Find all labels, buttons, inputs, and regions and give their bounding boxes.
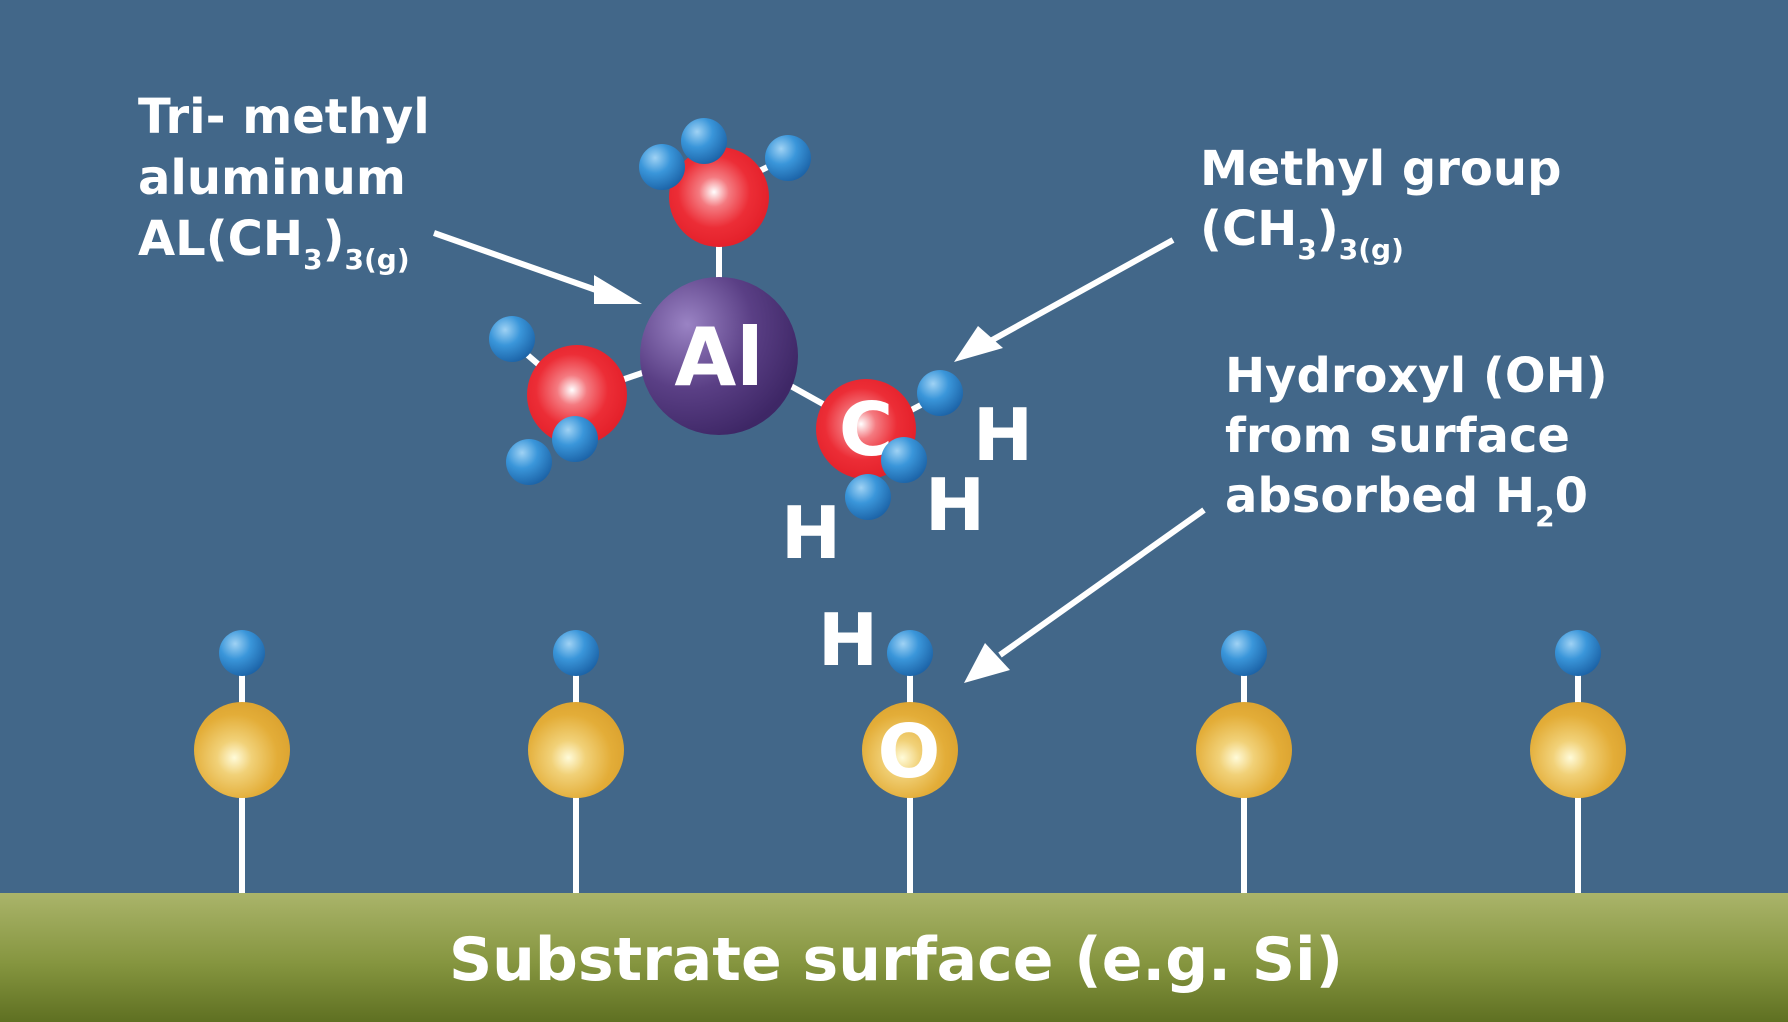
hydrogen-symbol-surface: H	[818, 598, 878, 682]
hydroxyl-label: Hydroxyl (OH) from surface absorbed H20	[1225, 348, 1608, 533]
aluminum-atom	[640, 277, 798, 435]
tma-label-formula: AL(CH3)3(g)	[138, 211, 410, 276]
hydrogen-symbol: H	[925, 463, 985, 547]
hydroxyl-label-line1: Hydroxyl (OH)	[1225, 348, 1608, 404]
hydrogen-atom	[219, 630, 265, 676]
hydrogen-atom	[553, 630, 599, 676]
hydrogen-symbol: H	[973, 393, 1033, 477]
tma-label-line2: aluminum	[138, 150, 406, 206]
hydrogen-atom	[845, 474, 891, 520]
hydrogen-atom	[887, 630, 933, 676]
hydrogen-atom	[552, 416, 598, 462]
carbon-atom	[527, 345, 627, 445]
oxygen-atom	[1196, 702, 1292, 798]
hydroxyl-label-line3: absorbed H20	[1225, 468, 1588, 533]
surface-hydrogen-atoms	[219, 630, 1601, 676]
hydroxyl-label-line2: from surface	[1225, 408, 1570, 464]
surface-oxygen-atoms	[194, 702, 1626, 798]
arrow-methyl-icon	[954, 237, 1175, 362]
tma-label-line1: Tri- methyl	[138, 89, 430, 145]
substrate-band	[0, 893, 1788, 1022]
hydrogen-atom	[881, 437, 927, 483]
hydrogen-atom	[506, 439, 552, 485]
hydrogen-atom	[489, 316, 535, 362]
oxygen-symbol: O	[878, 709, 941, 795]
oxygen-atom	[1530, 702, 1626, 798]
hydrogen-atom	[765, 135, 811, 181]
hydrogen-atom	[1555, 630, 1601, 676]
hydrogen-symbol: H	[781, 491, 841, 575]
hydrogen-atom	[681, 118, 727, 164]
tma-label: Tri- methyl aluminum AL(CH3)3(g)	[138, 89, 430, 276]
aluminum-symbol: Al	[674, 311, 763, 404]
hydrogen-atom	[1221, 630, 1267, 676]
arrow-hydroxyl-icon	[964, 507, 1206, 683]
carbon-atom	[669, 147, 769, 247]
oxygen-atom	[862, 702, 958, 798]
arrow-tma-icon	[433, 230, 642, 304]
hydrogen-atom	[639, 144, 685, 190]
oxygen-atom	[528, 702, 624, 798]
substrate-label: Substrate surface (e.g. Si)	[449, 925, 1343, 995]
methyl-label-formula: (CH3)3(g)	[1200, 201, 1404, 266]
oxygen-atom	[194, 702, 290, 798]
methyl-label-line1: Methyl group	[1200, 141, 1561, 197]
hydrogen-atom	[917, 370, 963, 416]
methyl-label: Methyl group (CH3)3(g)	[1200, 141, 1561, 266]
